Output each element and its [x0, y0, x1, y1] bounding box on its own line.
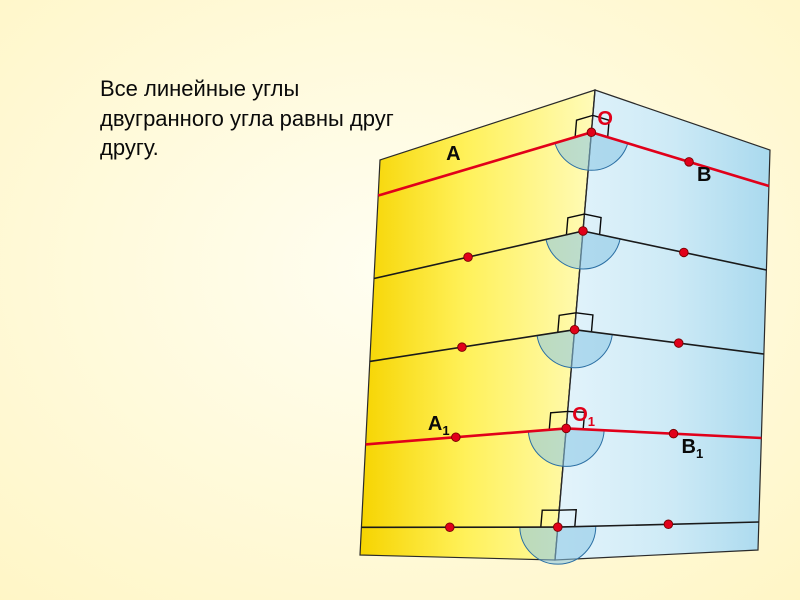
right-mid-point-4	[664, 520, 673, 529]
point-label-O: O	[597, 108, 613, 131]
vertex-point-4	[554, 523, 563, 532]
vertex-point-3	[562, 424, 571, 433]
right-mid-point-0	[685, 158, 694, 167]
left-mid-point-3	[452, 433, 461, 442]
right-mid-point-1	[680, 248, 689, 257]
stage: Все линейные углы двугранного угла равны…	[0, 0, 800, 600]
point-label-O1: O1	[572, 404, 595, 429]
caption-text: Все линейные углы двугранного угла равны…	[100, 74, 420, 163]
right-mid-point-2	[674, 339, 683, 348]
point-label-B1: B1	[682, 436, 704, 461]
vertex-point-2	[570, 325, 579, 334]
left-mid-point-4	[445, 523, 454, 532]
left-mid-point-1	[464, 253, 473, 262]
point-label-A: A	[446, 143, 460, 166]
vertex-point-1	[579, 227, 588, 236]
point-label-B: B	[697, 164, 711, 187]
point-label-A1: A1	[428, 413, 450, 438]
vertex-point-0	[587, 128, 596, 137]
left-mid-point-2	[458, 343, 467, 352]
right-mid-point-3	[669, 429, 678, 438]
